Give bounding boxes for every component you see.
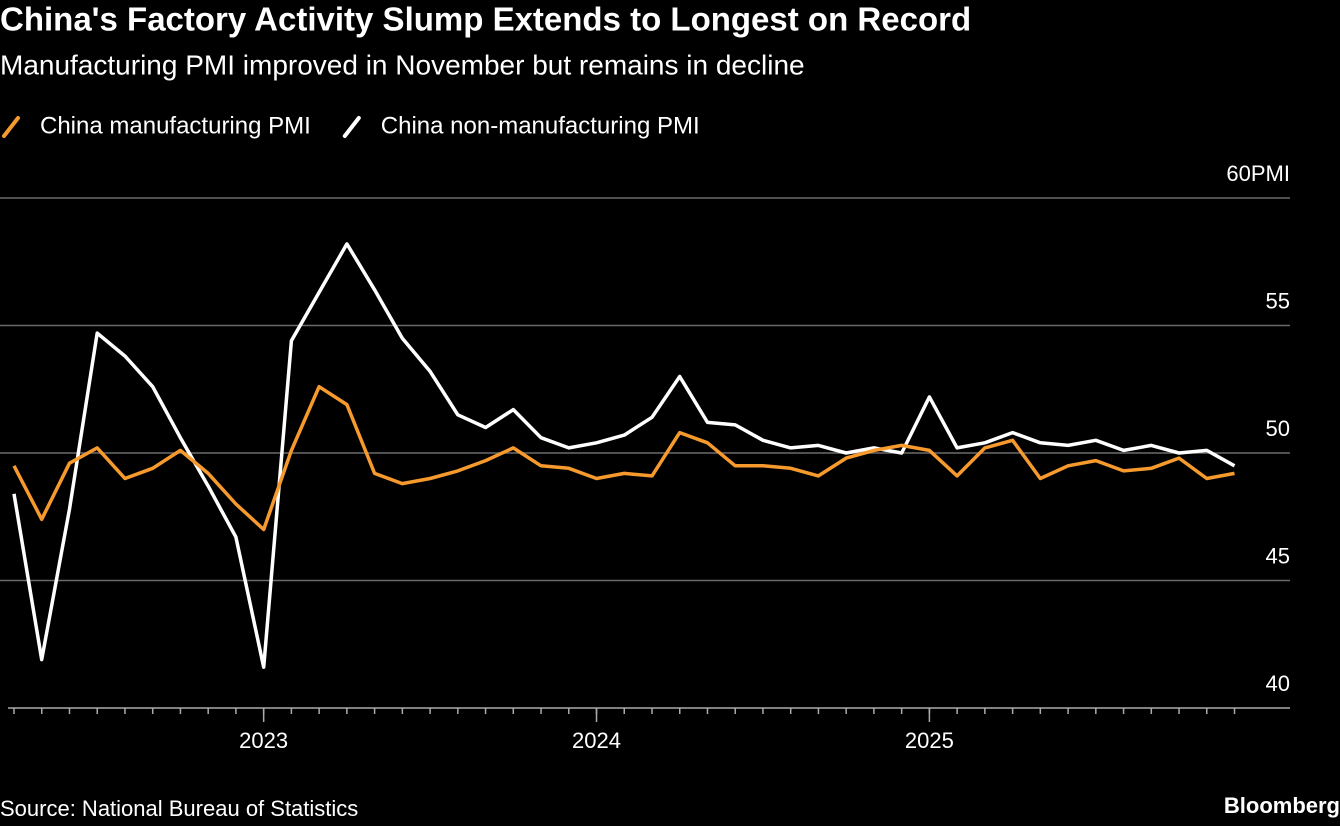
x-tick-label: 2023 — [239, 728, 288, 753]
chart-title: China's Factory Activity Slump Extends t… — [0, 1, 971, 38]
legend-label: China manufacturing PMI — [40, 112, 311, 139]
chart-subtitle: Manufacturing PMI improved in November b… — [0, 49, 805, 80]
legend-marker — [2, 116, 20, 138]
x-tick-label: 2024 — [572, 728, 621, 753]
y-tick-label: 50 — [1266, 416, 1290, 441]
series-line — [12, 242, 1236, 669]
legend-marker — [342, 116, 361, 138]
y-tick-label: 55 — [1266, 288, 1290, 313]
x-tick-label: 2025 — [905, 728, 954, 753]
source: Source: National Bureau of Statistics — [0, 796, 358, 821]
y-tick-label: 40 — [1266, 671, 1290, 696]
legend-label: China non-manufacturing PMI — [381, 112, 700, 139]
y-tick-label: 60PMI — [1226, 161, 1290, 186]
brand: Bloomberg — [1224, 793, 1340, 818]
y-tick-label: 45 — [1266, 543, 1290, 568]
series-line — [12, 384, 1235, 532]
